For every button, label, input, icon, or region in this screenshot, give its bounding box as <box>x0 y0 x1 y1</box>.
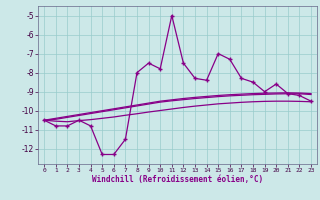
X-axis label: Windchill (Refroidissement éolien,°C): Windchill (Refroidissement éolien,°C) <box>92 175 263 184</box>
